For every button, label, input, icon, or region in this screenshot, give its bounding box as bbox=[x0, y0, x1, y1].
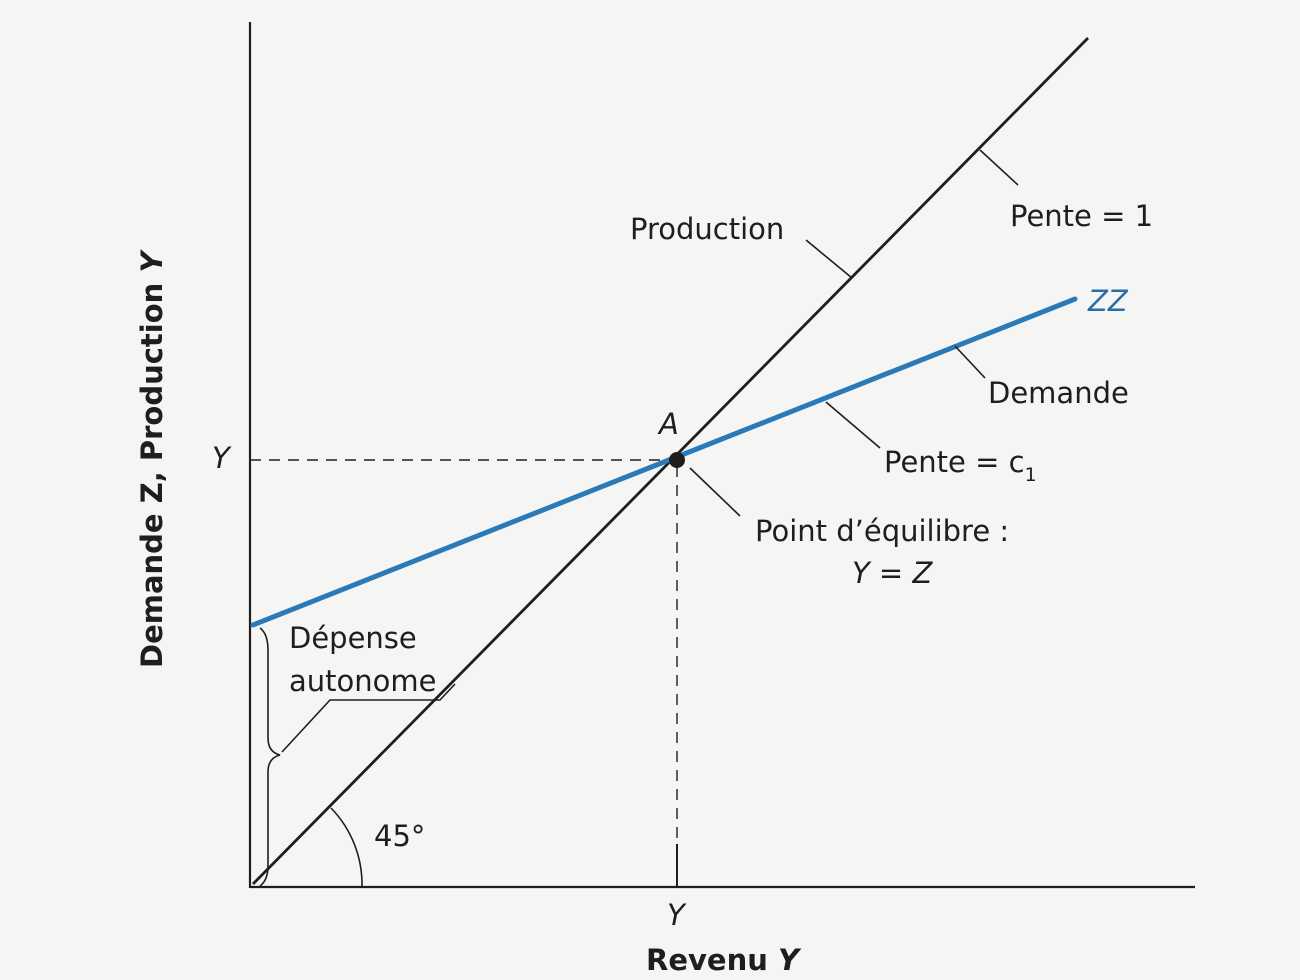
zz-demand-line bbox=[250, 296, 1078, 628]
depense-label-line1: Dépense bbox=[289, 621, 417, 655]
x-tick-label: Y bbox=[667, 898, 687, 932]
pente-1-leader bbox=[979, 149, 1019, 186]
equilibrium-point bbox=[669, 452, 685, 468]
pente-c1-label: Pente = c1 bbox=[884, 445, 1037, 486]
point-a-label: A bbox=[657, 407, 679, 441]
angle-45-arc bbox=[330, 807, 363, 888]
autonomous-spending-brace bbox=[259, 627, 281, 887]
depense-leader bbox=[281, 683, 456, 753]
equilibre-label-line1: Point d’équilibre : bbox=[755, 514, 1009, 548]
demande-label: Demande bbox=[988, 376, 1129, 410]
zz-label: ZZ bbox=[1087, 284, 1129, 318]
pente-1-label: Pente = 1 bbox=[1010, 199, 1153, 233]
equilibre-leader bbox=[689, 467, 741, 517]
y-axis-label: Demande Z, Production Y bbox=[135, 249, 169, 668]
demande-leader bbox=[954, 345, 986, 379]
depense-label-line2: autonome bbox=[289, 664, 436, 698]
x-axis-label: Revenu Y bbox=[646, 943, 802, 977]
equilibre-label-line2: Y = Z bbox=[852, 556, 933, 590]
production-leader bbox=[805, 239, 853, 279]
angle-45-label: 45° bbox=[374, 819, 425, 853]
production-label: Production bbox=[630, 212, 784, 246]
y-tick-label: Y bbox=[212, 441, 232, 475]
pente-c1-leader bbox=[825, 401, 881, 449]
